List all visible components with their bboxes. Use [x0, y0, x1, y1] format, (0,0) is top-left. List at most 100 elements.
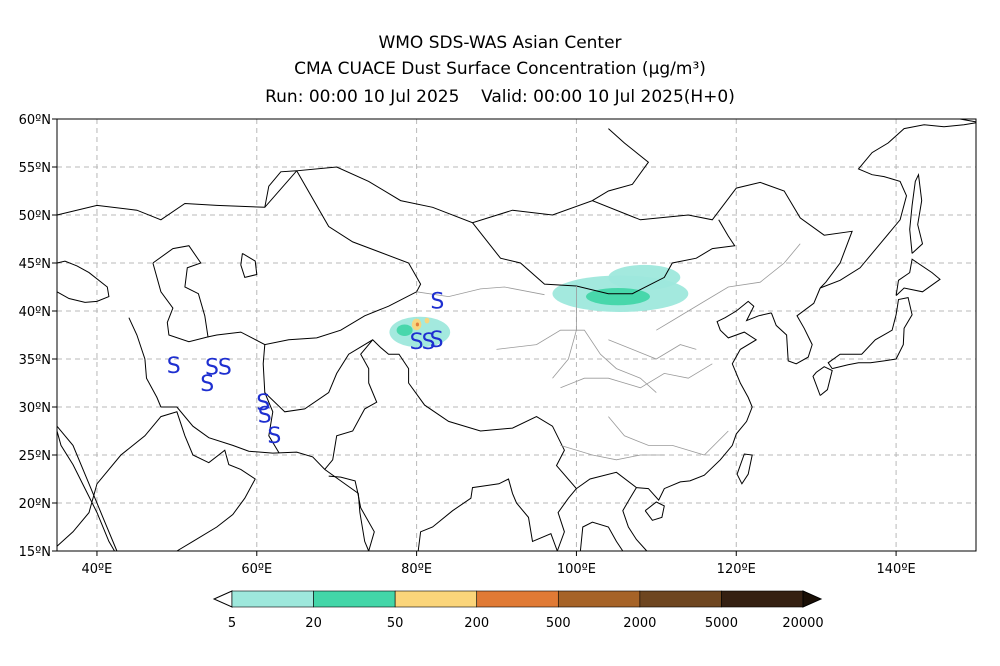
coastline-border [160, 406, 370, 552]
lat-tick-label: 60ºN [19, 113, 51, 128]
dust-storm-marker: S [167, 354, 181, 379]
colorbar-level-label: 20000 [782, 616, 823, 631]
dust-area [415, 322, 420, 327]
colorbar-under-arrow [212, 590, 233, 608]
colorbar-segment [313, 590, 396, 608]
lat-tick-label: 35ºN [19, 353, 51, 368]
longitude-labels: 40ºE 60ºE 80ºE 100ºE 120ºE 140ºE [82, 551, 916, 577]
dust-area [608, 264, 681, 290]
run-valid-line: Run: 00:00 10 Jul 2025 Valid: 00:00 10 J… [0, 87, 1000, 107]
lat-tick-label: 15ºN [19, 545, 51, 560]
province-border [496, 329, 657, 393]
coastline-border [827, 297, 913, 370]
map-title: WMO SDS-WAS Asian Center [378, 33, 622, 53]
dust-area [389, 316, 451, 348]
coastline-border [556, 488, 577, 552]
lat-tick-label: 45ºN [19, 257, 51, 272]
coastline-border [240, 252, 258, 278]
lat-tick-label: 25ºN [19, 449, 51, 464]
coastline-border [909, 172, 924, 254]
colorbar-level-label: 20 [305, 616, 322, 631]
province-border [608, 339, 697, 360]
lon-tick-label: 60ºE [241, 562, 272, 577]
dust-storm-marker: S [430, 289, 444, 314]
coastline-border [56, 166, 853, 289]
coastline-border [644, 501, 665, 521]
province-border [608, 416, 729, 456]
coastline-border [592, 128, 650, 202]
coastline-border [328, 475, 375, 552]
lon-tick-label: 100ºE [557, 562, 596, 577]
coastline-border [262, 344, 280, 454]
coastline-border [820, 122, 977, 289]
colorbar-segment [639, 590, 722, 608]
coastline-border [636, 300, 772, 501]
coastline-border [56, 411, 256, 552]
dust-area [424, 317, 430, 324]
latitude-labels: 60ºN 55ºN 50ºN 45ºN 40ºN 35ºN 30ºN 25ºN 20ºN 15ºN [19, 113, 57, 560]
colorbar-segment [394, 590, 478, 608]
lat-tick-label: 50ºN [19, 209, 51, 224]
lon-tick-label: 120ºE [717, 562, 756, 577]
colorbar-over-arrow [802, 590, 823, 608]
colorbar-level-label: 5 [228, 616, 236, 631]
lat-tick-label: 20ºN [19, 497, 51, 512]
dust-area [396, 324, 413, 336]
coastline-border [264, 339, 637, 490]
coastline-border [812, 366, 833, 396]
coastline-border [128, 317, 162, 408]
colorbar: 5 20 50 200 500 2000 5000 20000 [212, 590, 824, 631]
province-border [560, 445, 665, 461]
coastline-border [264, 170, 297, 208]
coastline-border [207, 170, 422, 346]
dust-storm-marker: S [410, 330, 424, 355]
coastline-border [579, 521, 624, 552]
colorbar-segment [721, 590, 804, 608]
coastline-border [56, 260, 110, 303]
lat-tick-label: 30ºN [19, 401, 51, 416]
graticule [57, 119, 976, 551]
coastline-border [472, 219, 736, 295]
province-border [656, 243, 801, 331]
coastline-borders [56, 118, 977, 552]
lat-tick-label: 55ºN [19, 161, 51, 176]
province-border [416, 286, 545, 298]
colorbar-segment [231, 590, 314, 608]
dust-storm-marker: S [267, 424, 281, 449]
coastline-border [324, 339, 378, 470]
colorbar-segment [557, 590, 641, 608]
dust-storm-marker: S [256, 391, 270, 416]
coastline-border [56, 430, 115, 552]
dust-storm-marker: S [422, 330, 436, 355]
colorbar-level-label: 50 [387, 616, 404, 631]
dust-storm-marker: S [218, 356, 232, 381]
colorbar-level-label: 2000 [623, 616, 656, 631]
colorbar-level-label: 200 [464, 616, 489, 631]
lon-tick-label: 80ºE [401, 562, 432, 577]
coastline-border [770, 287, 821, 365]
valid-time-label: Valid: 00:00 10 Jul 2025(H+0) [481, 87, 735, 107]
dust-storm-marker: S [258, 404, 272, 429]
colorbar-segment [476, 590, 559, 608]
lon-tick-label: 40ºE [82, 562, 113, 577]
coastline-border [417, 478, 558, 552]
colorbar-level-label: 5000 [705, 616, 738, 631]
colorbar-level-label: 500 [546, 616, 571, 631]
map-frame [56, 118, 977, 552]
lon-tick-label: 140ºE [877, 562, 916, 577]
dust-storm-marker: S [200, 372, 214, 397]
map-subtitle: CMA CUACE Dust Surface Concentration (μg… [294, 59, 706, 79]
dust-storm-marker: S [430, 328, 444, 353]
run-time-label: Run: 00:00 10 Jul 2025 [265, 87, 460, 107]
coastline-border [736, 453, 753, 485]
coastline-border [895, 258, 941, 296]
lat-tick-label: 40ºN [19, 305, 51, 320]
province-border [560, 363, 713, 389]
coastline-border [56, 425, 118, 552]
province-border [552, 286, 577, 379]
dust-storm-marker: S [205, 356, 219, 381]
coastline-border [152, 245, 209, 343]
coastline-border [622, 487, 648, 552]
